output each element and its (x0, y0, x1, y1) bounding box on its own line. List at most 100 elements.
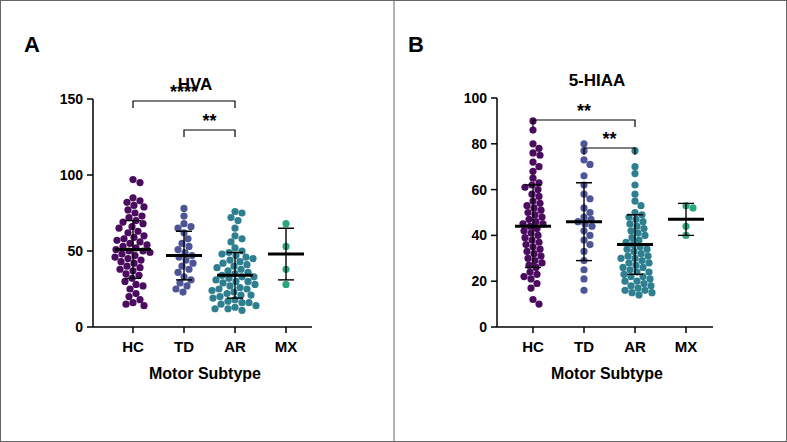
point (586, 232, 593, 239)
point (535, 163, 542, 170)
mean-line (515, 225, 551, 228)
point (126, 285, 133, 292)
point (130, 202, 137, 209)
point (252, 302, 259, 309)
mean-line (566, 220, 602, 223)
point (212, 276, 219, 283)
point (231, 225, 238, 232)
point (119, 219, 126, 226)
point (185, 243, 192, 250)
point (639, 218, 646, 225)
x-tick (183, 327, 185, 333)
point (529, 140, 536, 147)
point (231, 208, 238, 215)
x-tick-label: MX (275, 338, 298, 355)
point (523, 202, 530, 209)
point (689, 204, 696, 211)
sd-cap (227, 252, 243, 253)
point (137, 257, 144, 264)
point (536, 246, 543, 253)
point (586, 161, 593, 168)
frame (1, 1, 787, 442)
point (187, 223, 194, 230)
point (130, 234, 137, 241)
point (247, 291, 254, 298)
point (631, 197, 638, 204)
point (125, 293, 132, 300)
point (580, 140, 587, 147)
x-tick (583, 327, 585, 333)
sd-cap (627, 274, 643, 275)
point (639, 264, 646, 271)
point (211, 305, 218, 312)
y-tick (87, 174, 93, 176)
sd-cap (227, 297, 243, 298)
divider (394, 0, 395, 442)
significance: ** (602, 129, 616, 149)
point (172, 285, 179, 292)
x-tick-label: TD (174, 338, 194, 355)
point (116, 266, 123, 273)
y-tick-label: 0 (75, 319, 83, 335)
point (523, 248, 530, 255)
point (136, 264, 143, 271)
sd-cap (525, 184, 541, 185)
point (625, 259, 632, 266)
point (535, 193, 542, 200)
point (183, 282, 190, 289)
panel-label: A (24, 32, 40, 57)
point (628, 289, 635, 296)
sd-cap (576, 260, 592, 261)
point (226, 282, 233, 289)
sd-cap (678, 203, 694, 204)
point (647, 282, 654, 289)
point (536, 200, 543, 207)
point (530, 204, 537, 211)
y-tick-label: 100 (464, 90, 488, 106)
point (238, 235, 245, 242)
point (537, 207, 544, 214)
sd-cap (278, 279, 294, 280)
point (533, 280, 540, 287)
y-tick-label: 0 (479, 319, 487, 335)
point (634, 284, 641, 291)
y-tick-label: 80 (471, 136, 487, 152)
x-tick-label: MX (675, 338, 698, 355)
y-tick (87, 326, 93, 328)
point (232, 278, 239, 285)
point (129, 299, 136, 306)
point (213, 264, 220, 271)
point (123, 199, 130, 206)
point (209, 295, 216, 302)
point (140, 302, 147, 309)
point (122, 301, 129, 308)
point (635, 291, 642, 298)
point (223, 290, 230, 297)
point (180, 220, 187, 227)
x-tick-label: HC (122, 338, 144, 355)
mean-line (217, 274, 253, 277)
x-tick (285, 327, 287, 333)
point (632, 262, 639, 269)
point (529, 126, 536, 133)
point (124, 255, 131, 262)
point (520, 273, 527, 280)
point (617, 255, 624, 262)
point (179, 288, 186, 295)
point (641, 287, 648, 294)
y-axis (92, 99, 94, 327)
point (231, 304, 238, 311)
point (184, 235, 191, 242)
point (238, 307, 245, 314)
point (632, 216, 639, 223)
point (643, 246, 650, 253)
point (521, 234, 528, 241)
mean-line (617, 243, 653, 246)
point (529, 296, 536, 303)
point (627, 282, 634, 289)
sd-cap (576, 182, 592, 183)
point (586, 195, 593, 202)
point (641, 232, 648, 239)
point (118, 250, 125, 257)
point (124, 229, 131, 236)
